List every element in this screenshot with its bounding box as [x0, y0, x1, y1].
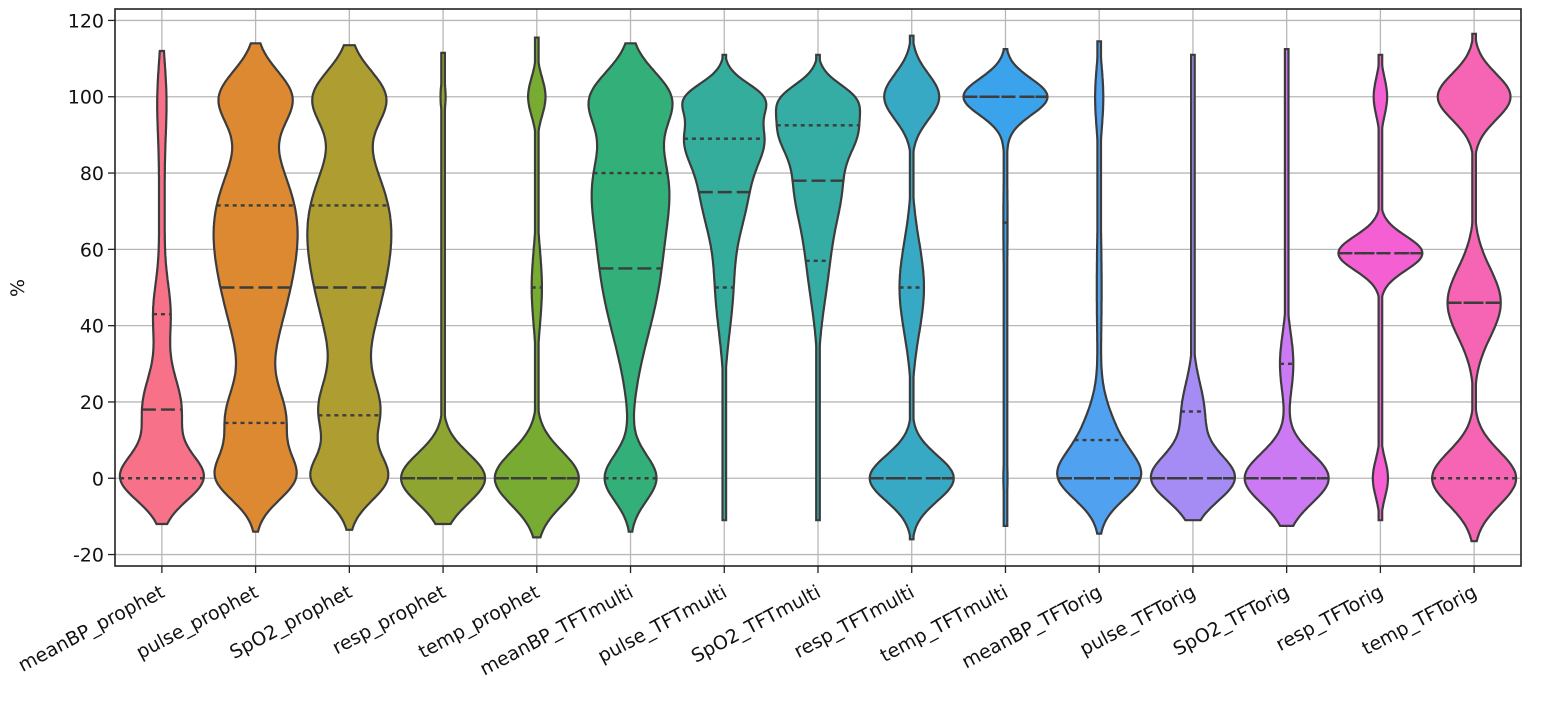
violin-temp_TFTmulti: [962, 48, 1049, 527]
y-tick-label: 20: [80, 392, 104, 414]
x-tick-label: meanBP_TFTmulti: [476, 581, 637, 680]
violin-resp_prophet: [399, 51, 487, 526]
violin-resp_TFTmulti: [868, 34, 955, 541]
violin-temp_TFTorig: [1430, 32, 1518, 543]
violin-meanBP_TFTorig: [1056, 40, 1143, 535]
violins: [118, 32, 1518, 543]
y-tick-label: 100: [68, 87, 104, 109]
y-axis: -20 0 20 40 60 80 100 120: [68, 10, 115, 567]
y-tick-label: 80: [80, 163, 104, 185]
violin-temp_prophet: [493, 36, 580, 539]
y-axis-label: %: [7, 279, 29, 297]
x-axis: meanBP_prophetpulse_prophetSpO2_prophetr…: [15, 566, 1480, 680]
y-tick-label: -20: [73, 545, 104, 567]
violin-SpO2_TFTmulti: [774, 53, 862, 522]
violin-pulse_TFTorig: [1149, 53, 1236, 522]
y-tick-label: 60: [80, 239, 104, 261]
violin-SpO2_prophet: [306, 44, 393, 531]
violin-meanBP_prophet: [118, 49, 206, 526]
violin-pulse_prophet: [212, 42, 299, 533]
y-tick-label: 0: [92, 468, 104, 490]
y-tick-label: 40: [80, 316, 104, 338]
y-tick-label: 120: [68, 10, 104, 32]
violin-SpO2_TFTorig: [1243, 48, 1330, 527]
violin-meanBP_TFTmulti: [587, 42, 674, 533]
violin-resp_TFTorig: [1337, 53, 1424, 522]
